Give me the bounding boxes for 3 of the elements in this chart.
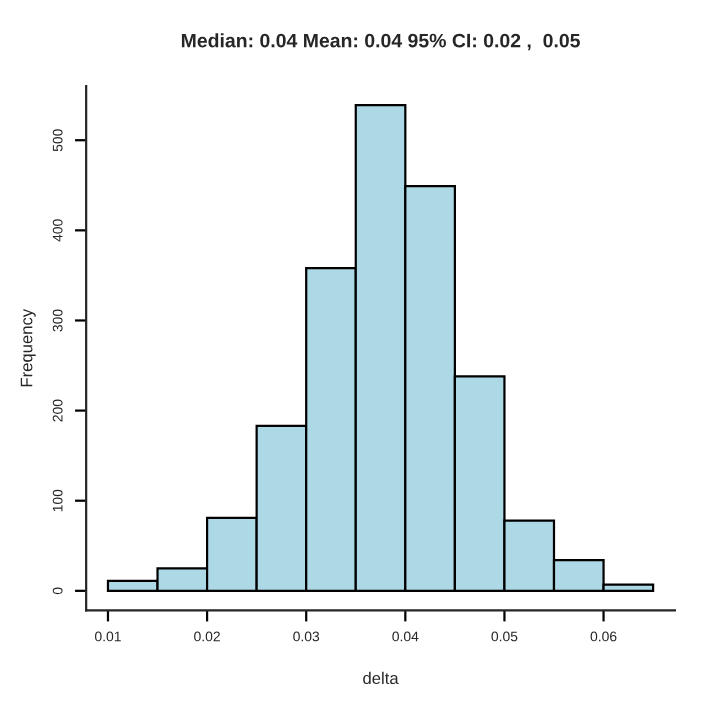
x-axis-title: delta (363, 671, 399, 685)
chart-title: Median: 0.04 Mean: 0.04 95% CI: 0.02 , 0.05 (181, 33, 580, 51)
y-axis-title: Frequency (20, 308, 36, 387)
